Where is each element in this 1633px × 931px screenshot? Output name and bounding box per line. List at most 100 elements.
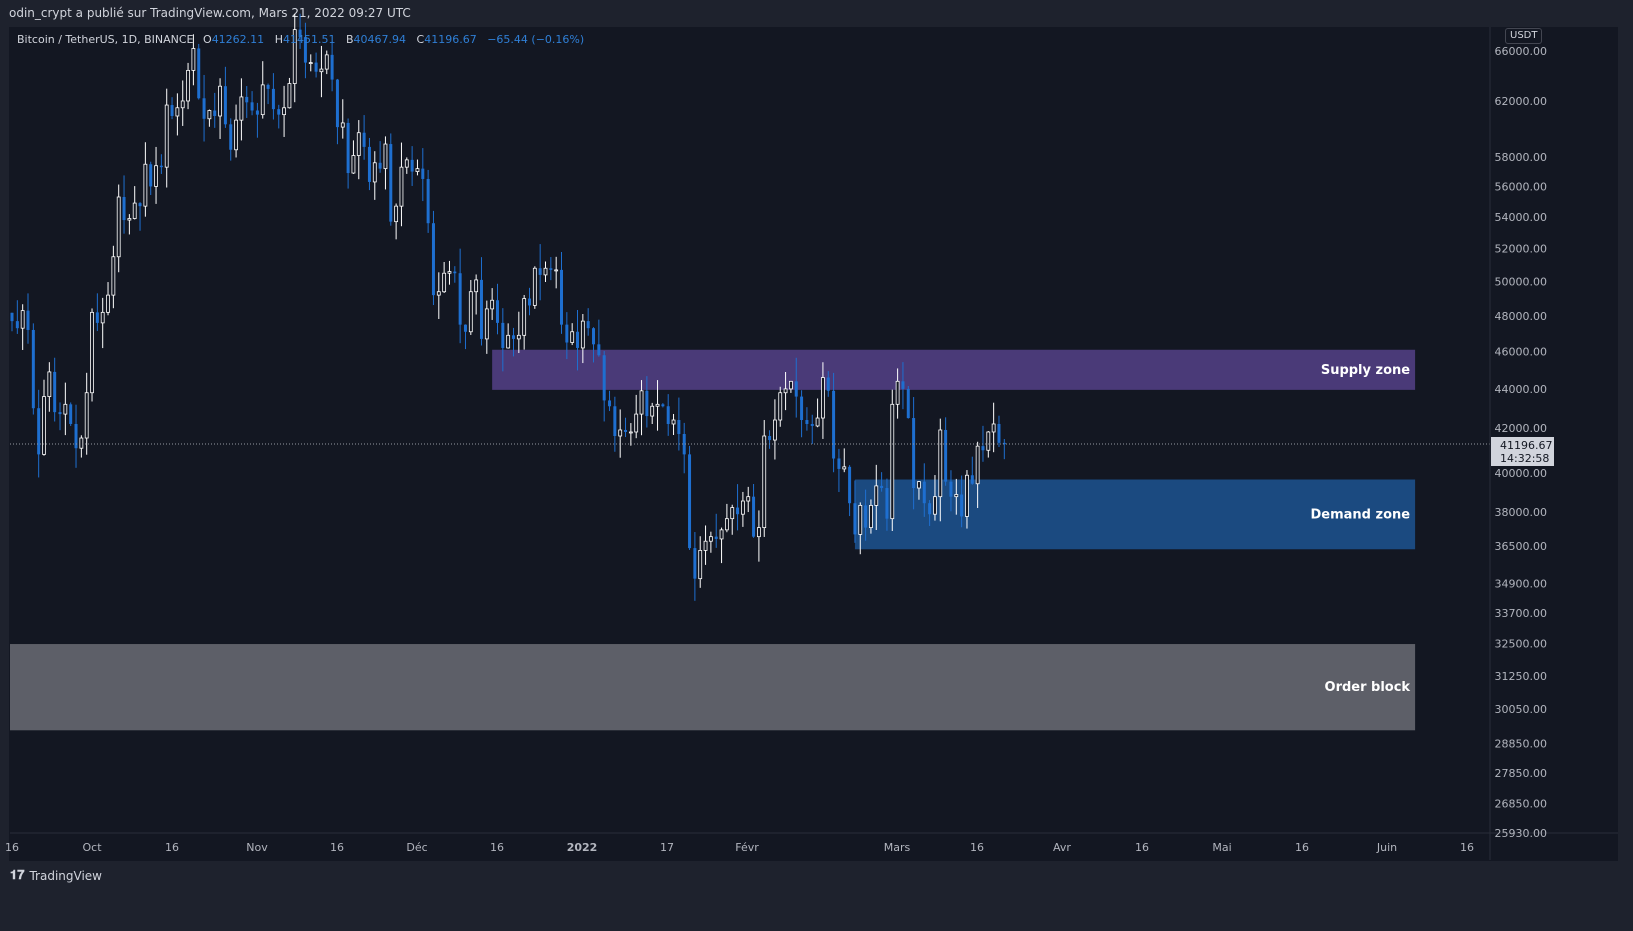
candle-body bbox=[207, 110, 212, 120]
candle bbox=[778, 386, 783, 427]
candle bbox=[95, 293, 99, 332]
candle-body bbox=[736, 507, 740, 515]
candle-body bbox=[47, 371, 52, 397]
candle-body bbox=[810, 423, 814, 426]
candle-body bbox=[858, 504, 863, 535]
candle bbox=[378, 141, 382, 173]
candle bbox=[154, 146, 158, 204]
candle-body bbox=[511, 335, 515, 339]
candle bbox=[47, 362, 52, 412]
candle-body bbox=[287, 83, 292, 109]
candle bbox=[516, 311, 521, 353]
last-price-label-bg bbox=[1491, 437, 1554, 466]
candle-body bbox=[965, 474, 969, 517]
candle-body bbox=[31, 329, 35, 409]
candle-body bbox=[522, 298, 527, 336]
time-tick-label: 17 bbox=[660, 841, 674, 854]
candle-body bbox=[484, 308, 489, 340]
candle-body bbox=[74, 423, 78, 449]
price-tick-label: 26850.00 bbox=[1495, 798, 1548, 811]
candle bbox=[708, 531, 713, 553]
candle-body bbox=[954, 494, 959, 498]
candle bbox=[901, 362, 905, 410]
candle bbox=[213, 92, 217, 128]
candle bbox=[821, 362, 825, 439]
candle bbox=[191, 34, 196, 86]
candle-body bbox=[479, 279, 483, 339]
time-axis[interactable]: 16 Oct 16 Nov 16 Déc 16 2022 17 Févr Mars 16 Avr 16 Ma… bbox=[5, 841, 1474, 854]
currency-button[interactable]: USDT bbox=[1505, 28, 1543, 44]
symbol-name[interactable]: Bitcoin / TetherUS, 1D, BINANCE bbox=[17, 33, 194, 46]
candle bbox=[389, 133, 393, 226]
candle-body bbox=[255, 110, 259, 115]
time-tick-label: Avr bbox=[1053, 841, 1071, 854]
candle-body bbox=[218, 85, 222, 117]
candle bbox=[975, 441, 980, 509]
candle-body bbox=[277, 109, 281, 115]
candle bbox=[218, 78, 222, 139]
candle-body bbox=[821, 377, 825, 419]
candle bbox=[949, 470, 953, 512]
price-tick-label: 42000.00 bbox=[1495, 422, 1548, 435]
candle bbox=[84, 372, 89, 455]
zone-1[interactable] bbox=[854, 479, 1416, 550]
candle-body bbox=[175, 107, 180, 117]
candle-body bbox=[10, 312, 14, 322]
candle-body bbox=[383, 143, 388, 170]
candle bbox=[944, 417, 948, 486]
candle bbox=[666, 394, 670, 436]
candle-body bbox=[436, 291, 441, 296]
candle bbox=[415, 159, 420, 176]
candle-body bbox=[874, 485, 879, 506]
candle bbox=[1002, 439, 1006, 460]
zone-0[interactable] bbox=[492, 349, 1416, 390]
candle bbox=[736, 484, 740, 531]
candle-body bbox=[84, 392, 89, 439]
candle bbox=[570, 323, 575, 346]
candle bbox=[250, 91, 254, 116]
candle-body bbox=[282, 107, 286, 116]
candle-body bbox=[1002, 442, 1006, 445]
candle-body bbox=[404, 159, 409, 168]
candle bbox=[565, 312, 569, 360]
candle bbox=[186, 62, 190, 110]
price-tick-label: 56000.00 bbox=[1495, 180, 1548, 193]
candle bbox=[752, 484, 756, 538]
candle bbox=[410, 146, 414, 186]
candle-body bbox=[981, 446, 985, 451]
candle-body bbox=[708, 536, 713, 542]
candle-body bbox=[688, 454, 692, 549]
time-tick-label: 16 bbox=[5, 841, 19, 854]
price-axis[interactable]: 66000.00 62000.00 58000.00 56000.00 54000.00… bbox=[1495, 45, 1548, 840]
candle bbox=[954, 478, 959, 515]
open-label: O bbox=[203, 33, 212, 46]
last-price-label: 41196.67 bbox=[1500, 439, 1553, 452]
candle bbox=[671, 413, 676, 436]
candle-body bbox=[628, 431, 633, 434]
candle-body bbox=[495, 300, 499, 323]
candle-body bbox=[933, 496, 937, 515]
price-tick-label: 27850.00 bbox=[1495, 767, 1548, 780]
candle-body bbox=[960, 494, 964, 517]
candle-body bbox=[239, 96, 244, 121]
candle bbox=[495, 283, 499, 335]
candle-body bbox=[260, 84, 265, 116]
candle-body bbox=[362, 132, 366, 147]
candle bbox=[762, 420, 767, 537]
candle bbox=[239, 78, 244, 141]
candle bbox=[815, 398, 820, 428]
candle-body bbox=[245, 96, 249, 103]
candle bbox=[266, 83, 270, 105]
candle bbox=[245, 86, 249, 118]
candle bbox=[20, 304, 25, 350]
candle bbox=[399, 142, 404, 227]
candle-body bbox=[805, 420, 809, 424]
candle bbox=[223, 66, 227, 128]
candle-body bbox=[143, 163, 148, 207]
price-tick-label: 32500.00 bbox=[1495, 637, 1548, 650]
zone-2[interactable] bbox=[10, 644, 1416, 731]
candle bbox=[576, 309, 580, 371]
time-tick-label: Juin bbox=[1376, 841, 1397, 854]
candle bbox=[511, 327, 515, 357]
